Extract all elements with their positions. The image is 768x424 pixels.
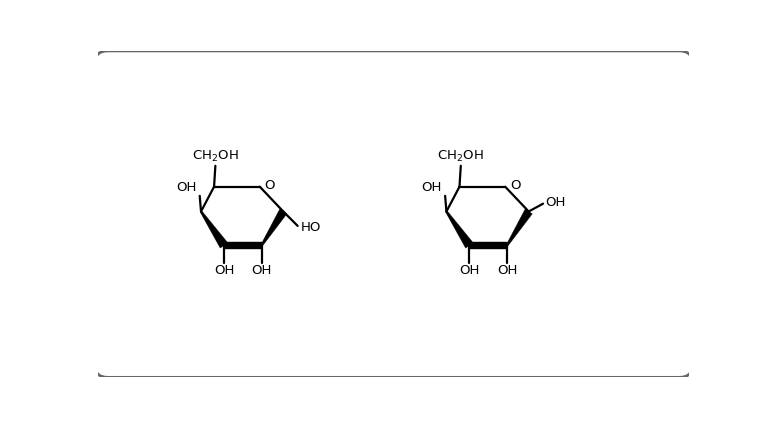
Text: O: O [510,179,521,192]
Text: CH$_2$OH: CH$_2$OH [438,149,484,164]
Text: OH: OH [176,181,197,194]
Polygon shape [261,209,287,246]
Text: OH: OH [497,264,517,277]
Polygon shape [445,211,473,248]
Polygon shape [224,242,262,249]
Text: OH: OH [459,264,479,277]
Text: O: O [264,179,275,192]
Text: OH: OH [251,264,272,277]
FancyBboxPatch shape [94,51,693,377]
Text: OH: OH [214,264,234,277]
Text: CH$_2$OH: CH$_2$OH [192,149,239,164]
Text: OH: OH [422,181,442,194]
Polygon shape [506,209,532,246]
Polygon shape [469,242,507,249]
Polygon shape [200,211,228,248]
Text: OH: OH [546,196,566,209]
Text: HO: HO [300,220,320,234]
